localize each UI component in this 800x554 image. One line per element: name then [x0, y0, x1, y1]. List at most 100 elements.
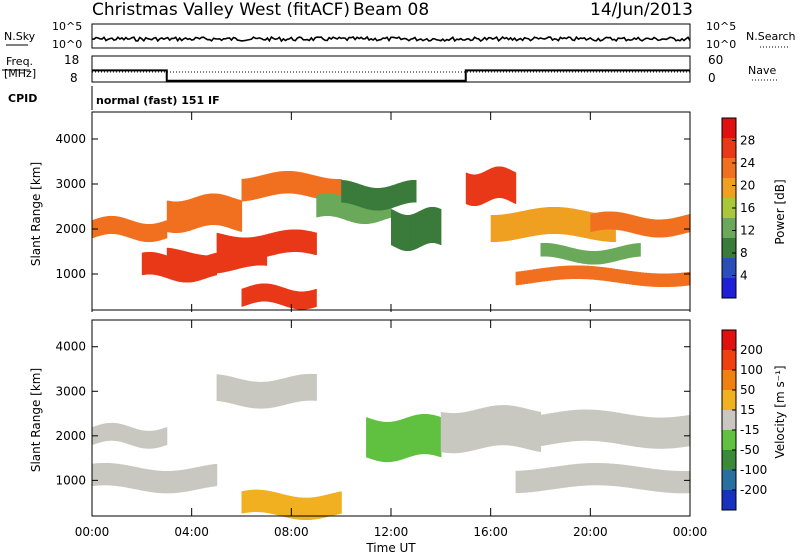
heatmap-cell — [358, 184, 361, 207]
heatmap-cell — [464, 412, 467, 453]
heatmap-cell — [454, 413, 457, 454]
heatmap-cell — [630, 214, 633, 233]
heatmap-cell — [283, 378, 286, 405]
heatmap-cell — [655, 469, 659, 492]
heatmap-cell — [577, 209, 581, 237]
heatmap-cell — [605, 463, 610, 486]
heatmap-cell — [326, 178, 329, 201]
heatmap-cell — [462, 412, 465, 453]
heatmap-cell — [625, 245, 628, 259]
heatmap-cell — [161, 254, 164, 277]
heatmap-cell — [484, 171, 487, 203]
heatmap-cell — [155, 430, 158, 448]
heatmap-cell — [405, 215, 407, 251]
heatmap-cell — [687, 272, 691, 286]
heatmap-cell — [197, 466, 201, 490]
heatmap-cell — [307, 231, 311, 254]
heatmap-cell — [545, 413, 549, 445]
heatmap-cell — [259, 175, 263, 198]
heatmap-cell — [170, 248, 173, 267]
heatmap-cell — [362, 185, 365, 208]
heatmap-cell — [506, 168, 508, 200]
heatmap-cell — [296, 229, 299, 252]
heatmap-cell — [97, 218, 99, 237]
heatmap-cell — [336, 492, 339, 515]
heatmap-cell — [502, 166, 504, 199]
heatmap-cell — [405, 180, 408, 204]
heatmap-cell — [271, 172, 274, 196]
heatmap-cell — [588, 265, 592, 280]
heatmap-cell — [634, 466, 639, 489]
heatmap-cell — [439, 208, 441, 245]
heatmap-cell — [326, 494, 329, 517]
heatmap-cell — [150, 469, 153, 493]
heatmap-cell — [499, 405, 502, 446]
heatmap-cell — [374, 199, 377, 223]
heatmap-cell — [363, 185, 366, 209]
heatmap-cell — [135, 222, 138, 240]
heatmap-cell — [109, 216, 112, 234]
heatmap-cell — [570, 464, 575, 487]
heatmap-cell — [366, 417, 368, 458]
heatmap-cell — [202, 465, 205, 489]
heatmap-cell — [158, 470, 162, 494]
nave-label: Nave — [748, 64, 776, 77]
heatmap-cell — [620, 246, 623, 260]
heatmap-cell — [492, 405, 495, 446]
heatmap-cell — [178, 249, 181, 268]
heatmap-cell — [288, 229, 291, 253]
heatmap-cell — [264, 234, 268, 257]
heatmap-cell — [633, 215, 636, 234]
heatmap-cell — [129, 426, 132, 445]
heatmap-cell — [552, 243, 555, 258]
heatmap-cell — [286, 171, 289, 194]
heatmap-cell — [459, 412, 462, 453]
heatmap-cell — [403, 214, 405, 251]
heatmap-cell — [219, 233, 223, 257]
heatmap-cell — [253, 177, 256, 200]
heatmap-cell — [105, 216, 108, 235]
heatmap-cell — [152, 470, 155, 493]
heatmap-cell — [116, 423, 119, 442]
heatmap-cell — [203, 255, 206, 274]
heatmap-cell — [641, 217, 645, 236]
heatmap-cell — [258, 175, 261, 199]
heatmap-cell — [494, 215, 498, 242]
heatmap-cell — [286, 495, 289, 518]
heatmap-cell — [383, 421, 386, 462]
heatmap-cell — [433, 207, 435, 243]
freq-right-tick-low: 0 — [708, 71, 716, 85]
heatmap-cell — [166, 247, 170, 266]
heatmap-cell — [261, 490, 264, 513]
heatmap-cell — [470, 174, 473, 206]
heatmap-cell — [251, 489, 254, 513]
heatmap-cell — [678, 471, 682, 494]
heatmap-cell — [685, 215, 688, 233]
heatmap-cell — [572, 248, 575, 262]
heatmap-cell — [388, 421, 391, 462]
heatmap-cell — [219, 374, 223, 402]
heatmap-cell — [121, 424, 124, 443]
heatmap-cell — [434, 207, 436, 244]
heatmap-cell — [410, 214, 412, 251]
heatmap-cell — [594, 266, 598, 280]
heatmap-cell — [114, 463, 118, 486]
heatmap-cell — [337, 195, 340, 218]
heatmap-cell — [170, 257, 173, 280]
heatmap-cell — [195, 197, 198, 229]
heatmap-cell — [267, 283, 270, 302]
heatmap-cell — [410, 214, 413, 251]
heatmap-cell — [369, 201, 372, 224]
heatmap-cell — [558, 244, 562, 259]
power-y-axis-label: Slant Range [km] — [29, 162, 43, 266]
heatmap-cell — [331, 193, 333, 217]
heatmap-cell — [411, 214, 414, 251]
heatmap-cell — [465, 411, 469, 452]
heatmap-cell — [562, 245, 565, 260]
heatmap-cell — [435, 207, 437, 244]
heatmap-cell — [373, 187, 376, 211]
heatmap-cell — [211, 193, 214, 225]
heatmap-cell — [418, 211, 420, 248]
heatmap-cell — [605, 411, 609, 443]
heatmap-cell — [486, 170, 488, 202]
